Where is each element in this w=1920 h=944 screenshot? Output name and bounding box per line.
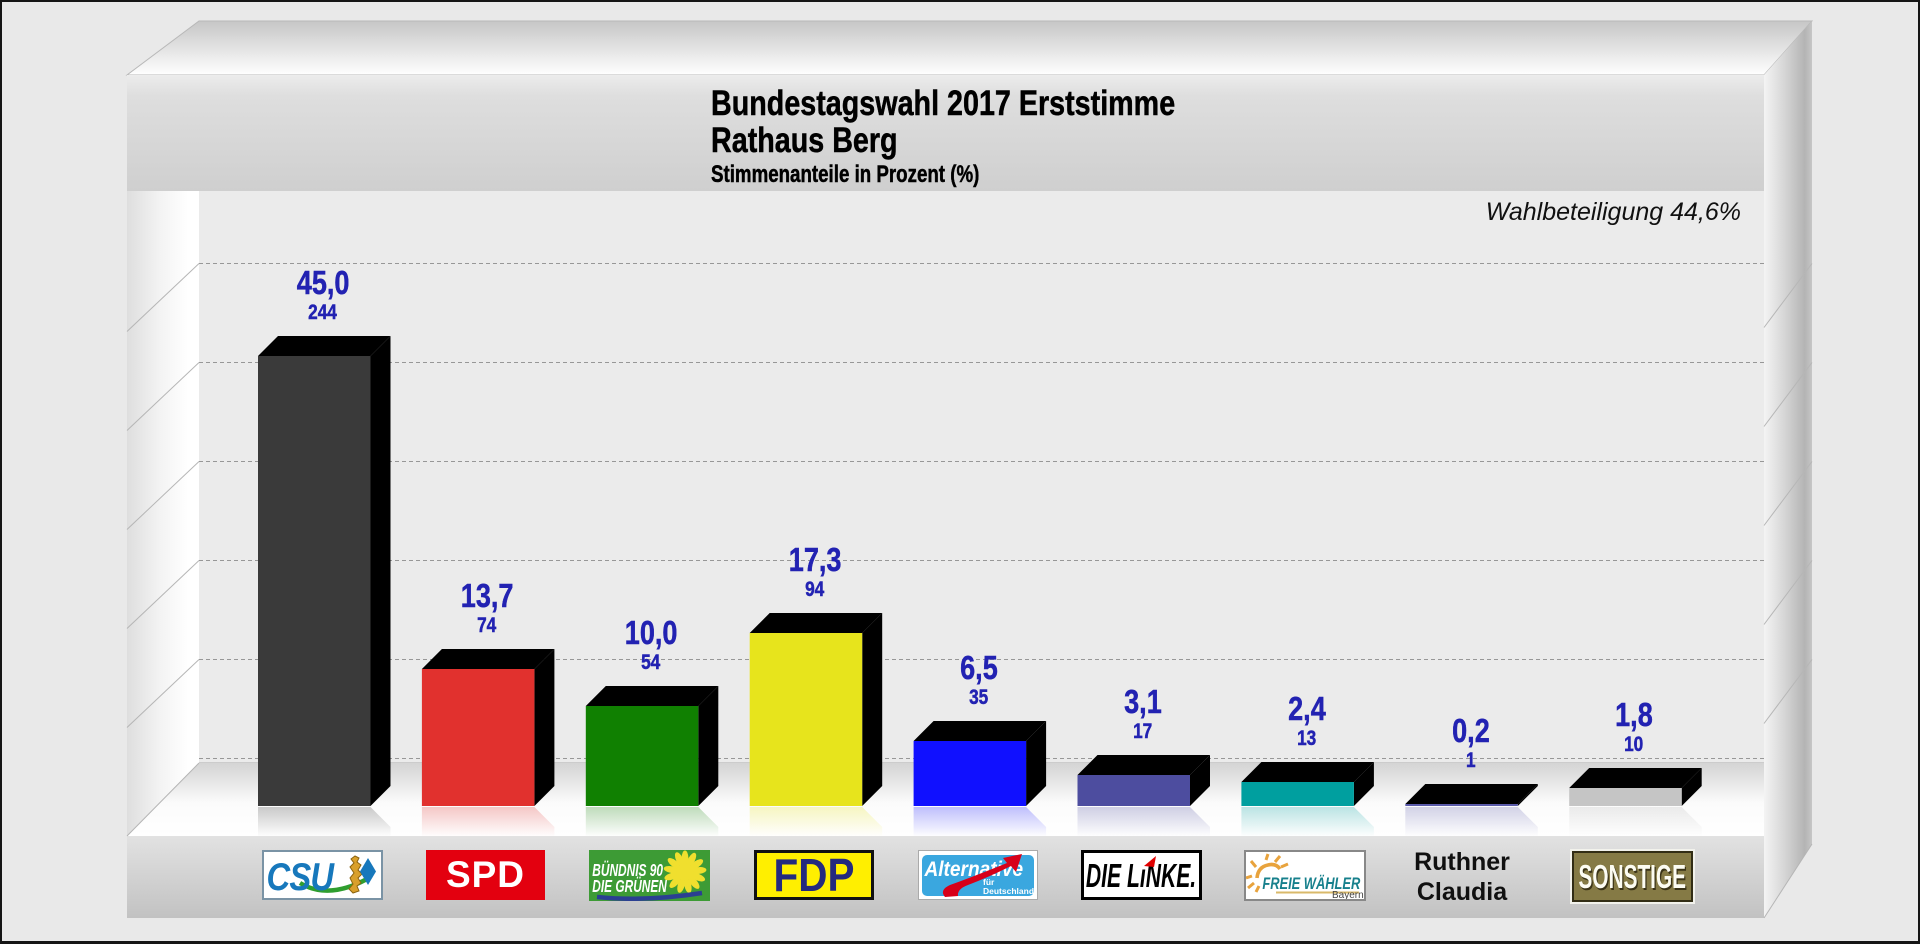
svg-text:für: für	[983, 877, 995, 887]
svg-text:Alternative: Alternative	[924, 858, 1024, 881]
svg-text:DIE GRÜNEN: DIE GRÜNEN	[592, 877, 667, 897]
svg-text:BÜNDNIS 90: BÜNDNIS 90	[592, 861, 663, 881]
svg-text:Bayern: Bayern	[1332, 890, 1364, 899]
svg-text:DIE LıNKE.: DIE LıNKE.	[1086, 857, 1196, 894]
svg-text:FREIE WÄHLER: FREIE WÄHLER	[1262, 875, 1360, 894]
svg-text:CSU: CSU	[267, 854, 335, 898]
svg-text:Deutschland: Deutschland	[983, 886, 1034, 896]
